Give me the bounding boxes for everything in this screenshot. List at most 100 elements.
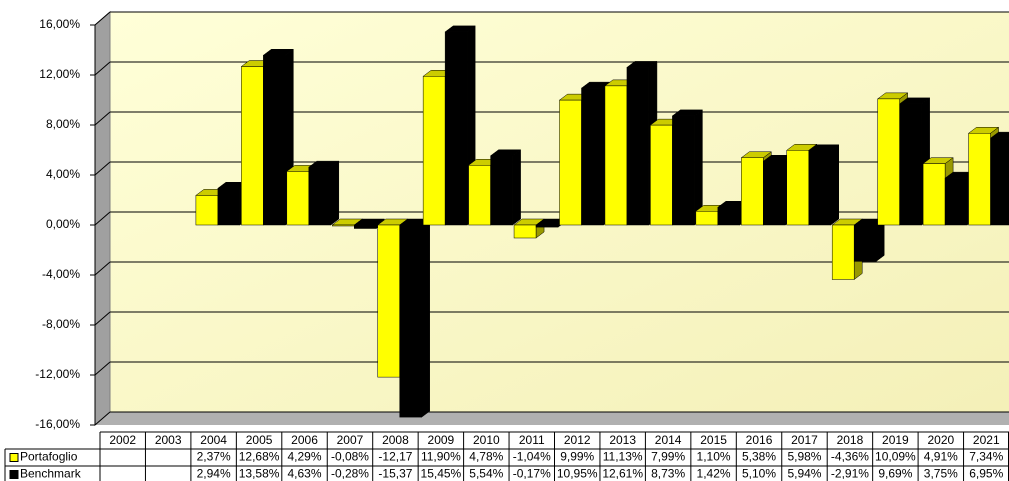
- bar: [535, 224, 559, 228]
- data-label: 11,90%: [421, 450, 461, 464]
- bar-side: [875, 218, 885, 262]
- x-tick-label: 2004: [200, 433, 227, 447]
- x-tick-label: 2021: [973, 433, 1000, 447]
- x-tick-label: 2019: [882, 433, 909, 447]
- data-label: 4,91%: [924, 450, 958, 464]
- x-tick-label: 2002: [109, 433, 136, 447]
- bar: [581, 87, 604, 226]
- bar: [377, 224, 400, 378]
- data-label: 5,54%: [469, 467, 503, 481]
- data-label: 4,63%: [288, 467, 322, 481]
- data-label: 8,73%: [651, 467, 685, 481]
- grid-line-side: [94, 361, 111, 376]
- x-tick-label: 2009: [428, 433, 455, 447]
- y-tick-label: -4,00%: [42, 267, 80, 281]
- bar: [831, 224, 855, 280]
- data-label: -12,17: [378, 450, 412, 464]
- x-tick-label: 2011: [519, 433, 545, 447]
- data-label: 5,10%: [742, 467, 776, 481]
- data-label: 4,78%: [469, 450, 503, 464]
- y-tick-label: -16,00%: [35, 417, 80, 431]
- grid-line-side: [94, 411, 111, 426]
- legend-swatch: [9, 470, 19, 479]
- x-tick-label: 2007: [337, 433, 364, 447]
- bar: [195, 195, 219, 226]
- bar: [808, 150, 831, 226]
- bar: [672, 115, 695, 226]
- y-tick-label: 16,00%: [39, 17, 80, 31]
- bar: [695, 211, 719, 226]
- bar: [717, 207, 741, 226]
- data-label: 10,09%: [875, 450, 916, 464]
- bar: [877, 98, 900, 226]
- bar-side: [421, 218, 430, 418]
- bar: [922, 163, 946, 226]
- y-tick-label: 12,00%: [39, 67, 80, 81]
- bar: [399, 224, 422, 418]
- bar-side: [330, 160, 340, 226]
- bar-side: [830, 144, 839, 226]
- x-tick-label: 2018: [837, 433, 864, 447]
- bar: [241, 66, 264, 226]
- data-label: -0,08%: [331, 450, 369, 464]
- data-label: -1,04%: [513, 450, 551, 464]
- bar: [626, 67, 650, 226]
- x-tick-label: 2020: [927, 433, 954, 447]
- data-label: 12,61%: [602, 467, 643, 481]
- data-label: -0,17%: [513, 467, 551, 481]
- bar: [422, 76, 446, 226]
- data-label: 4,29%: [288, 450, 322, 464]
- x-tick-label: 2003: [155, 433, 182, 447]
- data-label: 13,58%: [239, 467, 280, 481]
- data-label: 15,45%: [421, 467, 462, 481]
- bar: [650, 124, 673, 226]
- bar: [604, 85, 628, 226]
- data-label: 5,98%: [787, 450, 821, 464]
- data-label: 10,95%: [557, 467, 598, 481]
- bar: [853, 224, 877, 262]
- legend-label: Portafoglio: [20, 450, 78, 464]
- bar: [308, 166, 332, 226]
- bar: [763, 161, 786, 226]
- bar: [968, 133, 991, 226]
- data-label: -15,37: [378, 467, 412, 481]
- data-label: 5,94%: [787, 467, 821, 481]
- y-tick-label: -12,00%: [35, 367, 80, 381]
- data-label: 5,38%: [742, 450, 776, 464]
- y-tick-label: 4,00%: [46, 167, 80, 181]
- bar: [332, 224, 355, 227]
- x-tick-label: 2008: [382, 433, 409, 447]
- grid-line-side: [94, 261, 111, 276]
- grid-line-side: [94, 61, 111, 76]
- bar: [217, 188, 241, 226]
- bar: [286, 171, 310, 226]
- grid-line-side: [94, 11, 111, 26]
- data-label: 7,34%: [969, 450, 1003, 464]
- x-tick-label: 2012: [564, 433, 591, 447]
- data-label: -2,91%: [831, 467, 869, 481]
- bar: [899, 103, 922, 226]
- bar: [513, 224, 537, 239]
- grid-line-side: [94, 161, 111, 176]
- bar: [468, 165, 491, 226]
- bar: [444, 31, 468, 226]
- data-label: 12,68%: [239, 450, 280, 464]
- legend-swatch: [9, 453, 19, 462]
- data-label: 6,95%: [969, 467, 1003, 481]
- data-label: 11,13%: [603, 450, 643, 464]
- data-label: 9,69%: [878, 467, 912, 481]
- bar: [559, 99, 582, 226]
- bar-side: [512, 149, 521, 226]
- table-bg: [5, 449, 100, 481]
- x-tick-label: 2010: [473, 433, 500, 447]
- x-tick-label: 2015: [700, 433, 727, 447]
- grid-line-side: [94, 311, 111, 326]
- y-tick-label: -8,00%: [42, 317, 80, 331]
- bar: [490, 155, 513, 226]
- y-tick-label: 0,00%: [46, 217, 80, 231]
- data-label: 3,75%: [924, 467, 958, 481]
- data-label: 1,10%: [697, 450, 731, 464]
- data-label: 9,99%: [560, 450, 594, 464]
- x-tick-label: 2013: [609, 433, 636, 447]
